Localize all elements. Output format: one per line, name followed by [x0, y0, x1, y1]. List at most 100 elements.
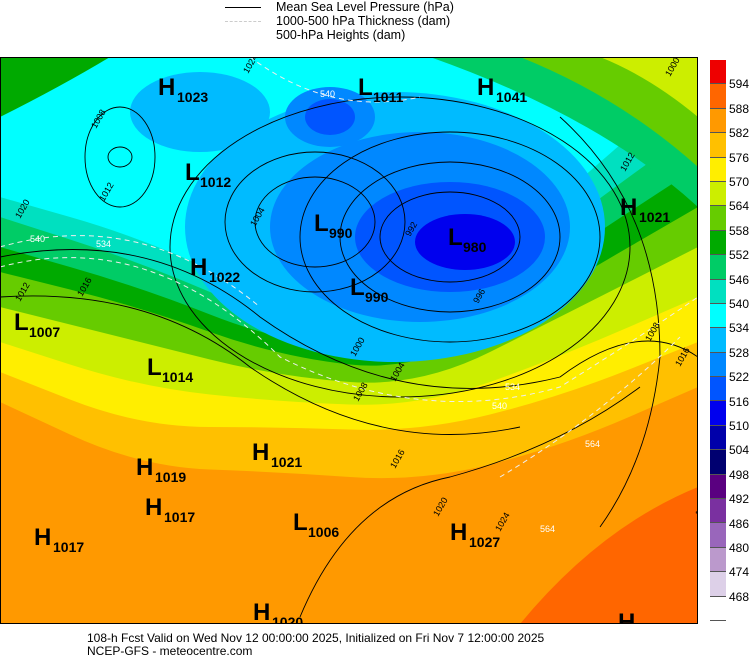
low-pressure-center: L 980	[448, 224, 487, 255]
high-pressure-center: H 1041	[477, 74, 527, 105]
svg-text:H: H	[450, 519, 467, 546]
map-legend: Mean Sea Level Pressure (hPa) 1000-500 h…	[225, 0, 454, 42]
thickness-line	[249, 57, 421, 103]
high-pressure-center: H 1017	[34, 524, 84, 555]
colorbar-swatch	[710, 84, 726, 109]
colorbar-label: 558	[729, 223, 750, 238]
svg-text:H: H	[136, 454, 153, 481]
thickness-label: 564	[585, 439, 600, 449]
thickness-label: 540	[320, 89, 335, 99]
isobar	[379, 191, 521, 283]
svg-text:H: H	[190, 254, 207, 281]
high-pressure-center: H 1020	[253, 599, 303, 624]
colorbar-label: 504	[729, 443, 750, 458]
svg-text:L: L	[358, 74, 373, 101]
footer: 108-h Fcst Valid on Wed Nov 12 00:00:00 …	[87, 632, 544, 658]
legend-item-thickness: 1000-500 hPa Thickness (dam)	[225, 14, 454, 28]
low-pressure-center: L 1006	[293, 509, 339, 540]
svg-text:H: H	[253, 599, 270, 624]
colorbar-swatch	[710, 60, 726, 85]
isobar	[0, 249, 698, 389]
colorbar-label: 546	[729, 272, 750, 287]
thickness-label: 540	[30, 234, 45, 244]
height-fills	[0, 57, 698, 624]
colorbar-label: 498	[729, 467, 750, 482]
fill-band	[520, 487, 698, 624]
colorbar-swatch	[710, 157, 726, 182]
fill-band	[600, 57, 698, 117]
colorbar-swatch	[710, 108, 726, 134]
colorbar-swatch	[710, 279, 726, 304]
colorbar-swatch	[710, 328, 726, 353]
svg-text:1020: 1020	[272, 614, 303, 624]
isobar	[107, 146, 133, 168]
colorbar-swatch	[710, 352, 726, 378]
colorbar-label: 522	[729, 370, 750, 385]
colorbar-label: 480	[729, 541, 750, 555]
thickness-label: 564	[540, 524, 555, 534]
colorbar-swatch	[710, 450, 726, 475]
svg-text:H: H	[158, 74, 175, 101]
colorbar-swatch	[710, 181, 726, 207]
source-text: NCEP-GFS - meteocentre.com	[87, 644, 253, 658]
legend-item-heights: 500-hPa Heights (dam)	[225, 28, 454, 42]
low-pressure-center: L 1014	[147, 354, 193, 385]
colorbar-label: 516	[729, 394, 750, 409]
svg-text:L: L	[293, 509, 308, 536]
fill-band	[0, 57, 110, 117]
thickness-label: 534	[96, 239, 111, 249]
isobar	[559, 116, 661, 528]
high-pressure-center: H 1021	[252, 439, 302, 470]
svg-text:H: H	[477, 74, 494, 101]
svg-text:1023: 1023	[177, 89, 208, 105]
svg-text:L: L	[314, 210, 329, 237]
colorbar-swatch	[710, 401, 726, 426]
colorbar-label: 564	[729, 199, 750, 214]
thickness-line	[0, 257, 698, 402]
colorbar-swatch	[710, 547, 726, 573]
colorbar-label: 510	[729, 419, 750, 433]
high-pressure-center: H 1027	[450, 519, 500, 550]
thickness-label: 540	[492, 401, 507, 411]
colorbar-label: 588	[729, 101, 750, 116]
legend-item-mslp: Mean Sea Level Pressure (hPa)	[225, 0, 454, 14]
colorbar-label: 582	[729, 126, 750, 141]
isobar	[254, 176, 376, 268]
svg-text:1011: 1011	[373, 89, 404, 105]
fill-core	[305, 99, 355, 135]
colorbar-swatch	[710, 255, 726, 280]
isobar	[84, 106, 156, 208]
colorbar-swatch	[710, 499, 726, 524]
high-pressure-center: H 1022	[190, 254, 240, 285]
svg-text:L: L	[147, 354, 162, 381]
svg-text:1006: 1006	[308, 524, 339, 540]
isobar	[299, 131, 601, 343]
svg-text:H: H	[34, 524, 51, 551]
colorbar-label: 486	[729, 516, 750, 531]
colorbar-swatch	[710, 596, 726, 621]
low-pressure-center: L 1007	[14, 309, 60, 340]
legend-label: 1000-500 hPa Thickness (dam)	[276, 14, 451, 28]
fill-core	[130, 72, 270, 152]
colorbar	[710, 60, 726, 621]
thickness-lines	[0, 57, 698, 478]
colorbar-label: 576	[729, 150, 750, 165]
colorbar-swatch	[710, 425, 726, 451]
thickness-line	[0, 235, 261, 308]
svg-text:1022: 1022	[209, 269, 240, 285]
colorbar-swatch	[710, 474, 726, 500]
svg-text:980: 980	[463, 239, 487, 255]
svg-text:L: L	[448, 224, 463, 251]
solid-line-swatch	[225, 6, 261, 8]
svg-text:H: H	[618, 609, 635, 624]
isobar	[299, 386, 641, 618]
svg-text:1021: 1021	[271, 454, 302, 470]
low-pressure-center: L 1011	[358, 74, 404, 105]
colorbar-label: 594	[729, 77, 750, 92]
svg-text:990: 990	[365, 289, 389, 305]
isobar-label: 1020	[693, 496, 698, 518]
colorbar-label: 492	[729, 492, 750, 507]
thickness-line	[499, 336, 681, 478]
low-pressure-center: L 1012	[185, 159, 231, 190]
